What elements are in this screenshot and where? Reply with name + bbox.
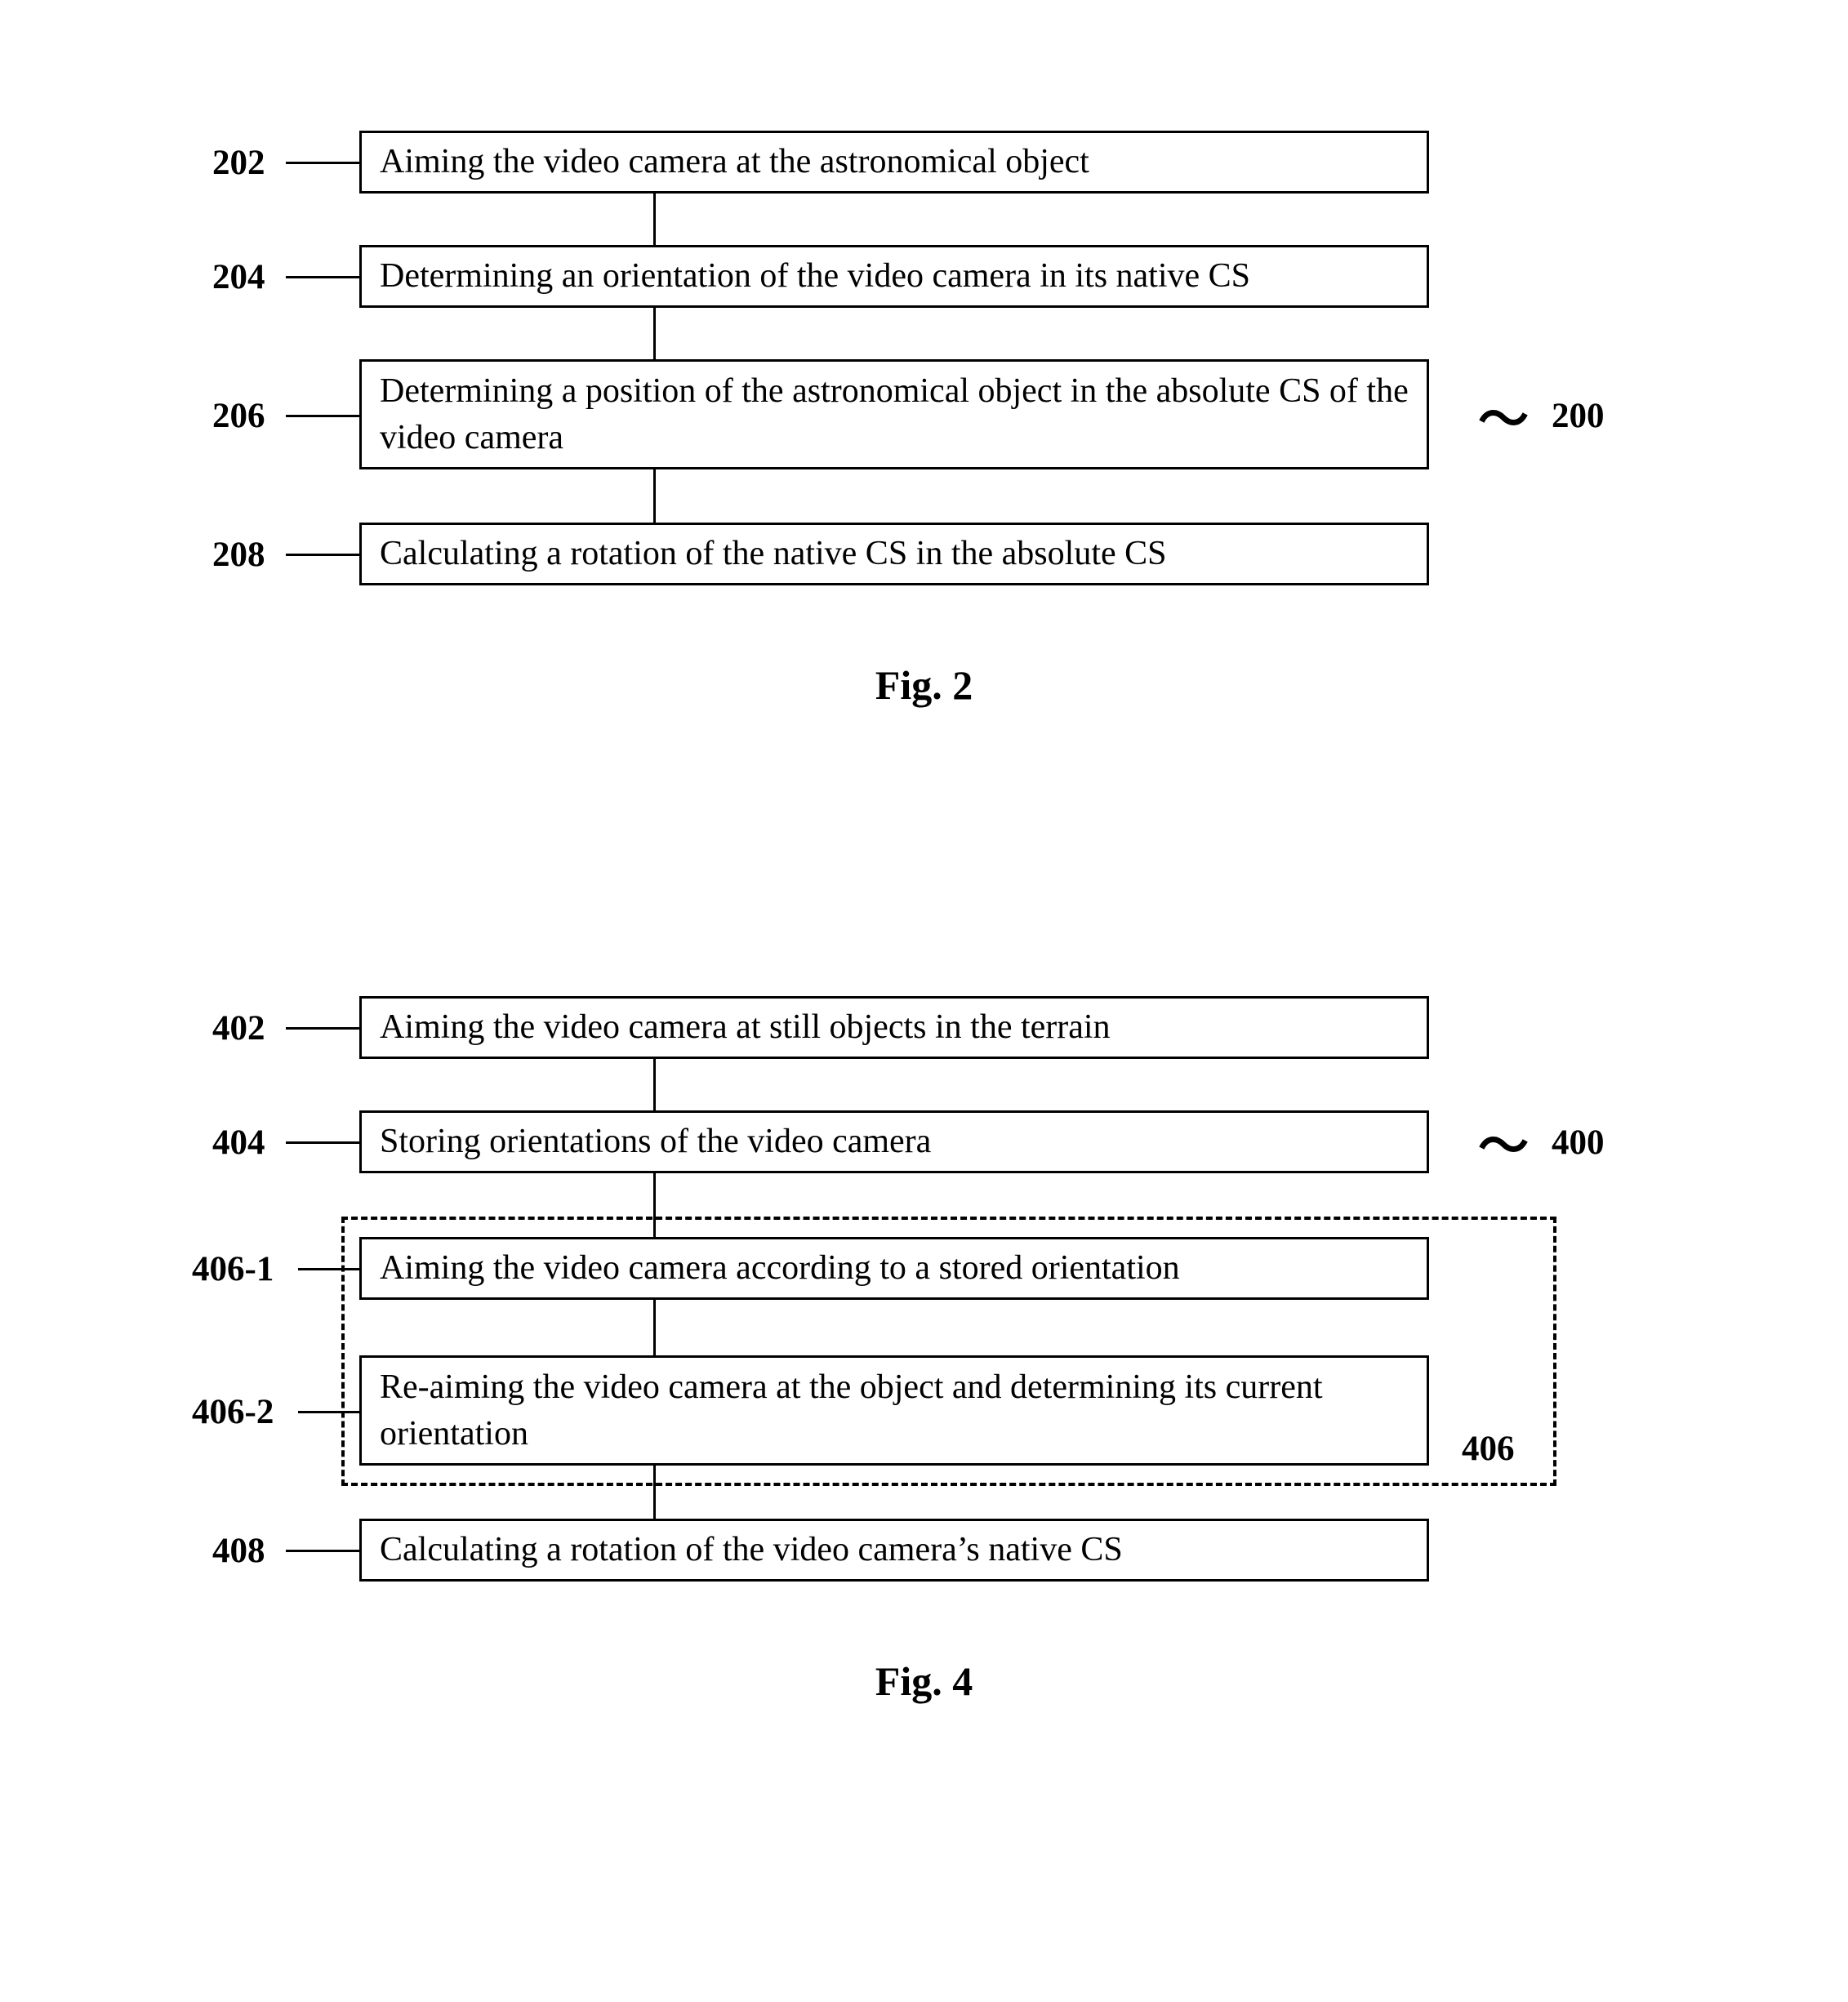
tilde-icon: 〜 xyxy=(1478,378,1529,452)
figure-caption-2: Fig. 2 xyxy=(0,661,1848,709)
step-text-402: Aiming the video camera at still objects… xyxy=(380,1004,1111,1051)
step-box-204: Determining an orientation of the video … xyxy=(359,245,1429,308)
step-text-404: Storing orientations of the video camera xyxy=(380,1119,931,1165)
step-text-408: Calculating a rotation of the video came… xyxy=(380,1527,1123,1573)
tilde-icon: 〜 xyxy=(1478,1105,1529,1178)
step-label-404: 404 xyxy=(212,1123,265,1163)
step-box-408: Calculating a rotation of the video came… xyxy=(359,1519,1429,1582)
connector-4061-4062 xyxy=(653,1300,656,1355)
step-text-206: Determining a position of the astronomic… xyxy=(380,368,1409,460)
step-box-202: Aiming the video camera at the astronomi… xyxy=(359,131,1429,194)
step-label-202: 202 xyxy=(212,143,265,183)
page: 202 Aiming the video camera at the astro… xyxy=(0,0,1848,2002)
step-box-406-2: Re-aiming the video camera at the object… xyxy=(359,1355,1429,1466)
figure-caption-4: Fig. 4 xyxy=(0,1657,1848,1705)
step-label-406-2: 406-2 xyxy=(192,1392,274,1432)
step-text-208: Calculating a rotation of the native CS … xyxy=(380,531,1167,577)
step-label-402: 402 xyxy=(212,1008,265,1048)
tick-208 xyxy=(286,554,359,556)
step-label-408: 408 xyxy=(212,1531,265,1571)
connector-206-208 xyxy=(653,469,656,523)
step-label-208: 208 xyxy=(212,535,265,575)
step-box-208: Calculating a rotation of the native CS … xyxy=(359,523,1429,585)
group-ref-406: 406 xyxy=(1462,1429,1515,1469)
step-label-206: 206 xyxy=(212,396,265,436)
tick-408 xyxy=(286,1550,359,1552)
step-box-406-1: Aiming the video camera according to a s… xyxy=(359,1237,1429,1300)
tick-406-1 xyxy=(298,1268,359,1270)
step-label-204: 204 xyxy=(212,257,265,297)
connector-202-204 xyxy=(653,194,656,245)
step-box-206: Determining a position of the astronomic… xyxy=(359,359,1429,469)
tick-204 xyxy=(286,276,359,278)
connector-402-404 xyxy=(653,1059,656,1110)
step-box-402: Aiming the video camera at still objects… xyxy=(359,996,1429,1059)
step-text-406-1: Aiming the video camera according to a s… xyxy=(380,1245,1180,1292)
step-box-404: Storing orientations of the video camera xyxy=(359,1110,1429,1173)
step-text-202: Aiming the video camera at the astronomi… xyxy=(380,139,1089,185)
tick-406-2 xyxy=(298,1411,359,1413)
figure-ref-200: 200 xyxy=(1552,396,1605,436)
figure-ref-400: 400 xyxy=(1552,1123,1605,1163)
tick-402 xyxy=(286,1027,359,1030)
connector-204-206 xyxy=(653,308,656,359)
tick-206 xyxy=(286,415,359,417)
connector-4062-408 xyxy=(653,1466,656,1519)
step-text-406-2: Re-aiming the video camera at the object… xyxy=(380,1364,1409,1457)
step-label-406-1: 406-1 xyxy=(192,1249,274,1289)
tick-202 xyxy=(286,162,359,164)
tick-404 xyxy=(286,1141,359,1144)
step-text-204: Determining an orientation of the video … xyxy=(380,253,1250,300)
